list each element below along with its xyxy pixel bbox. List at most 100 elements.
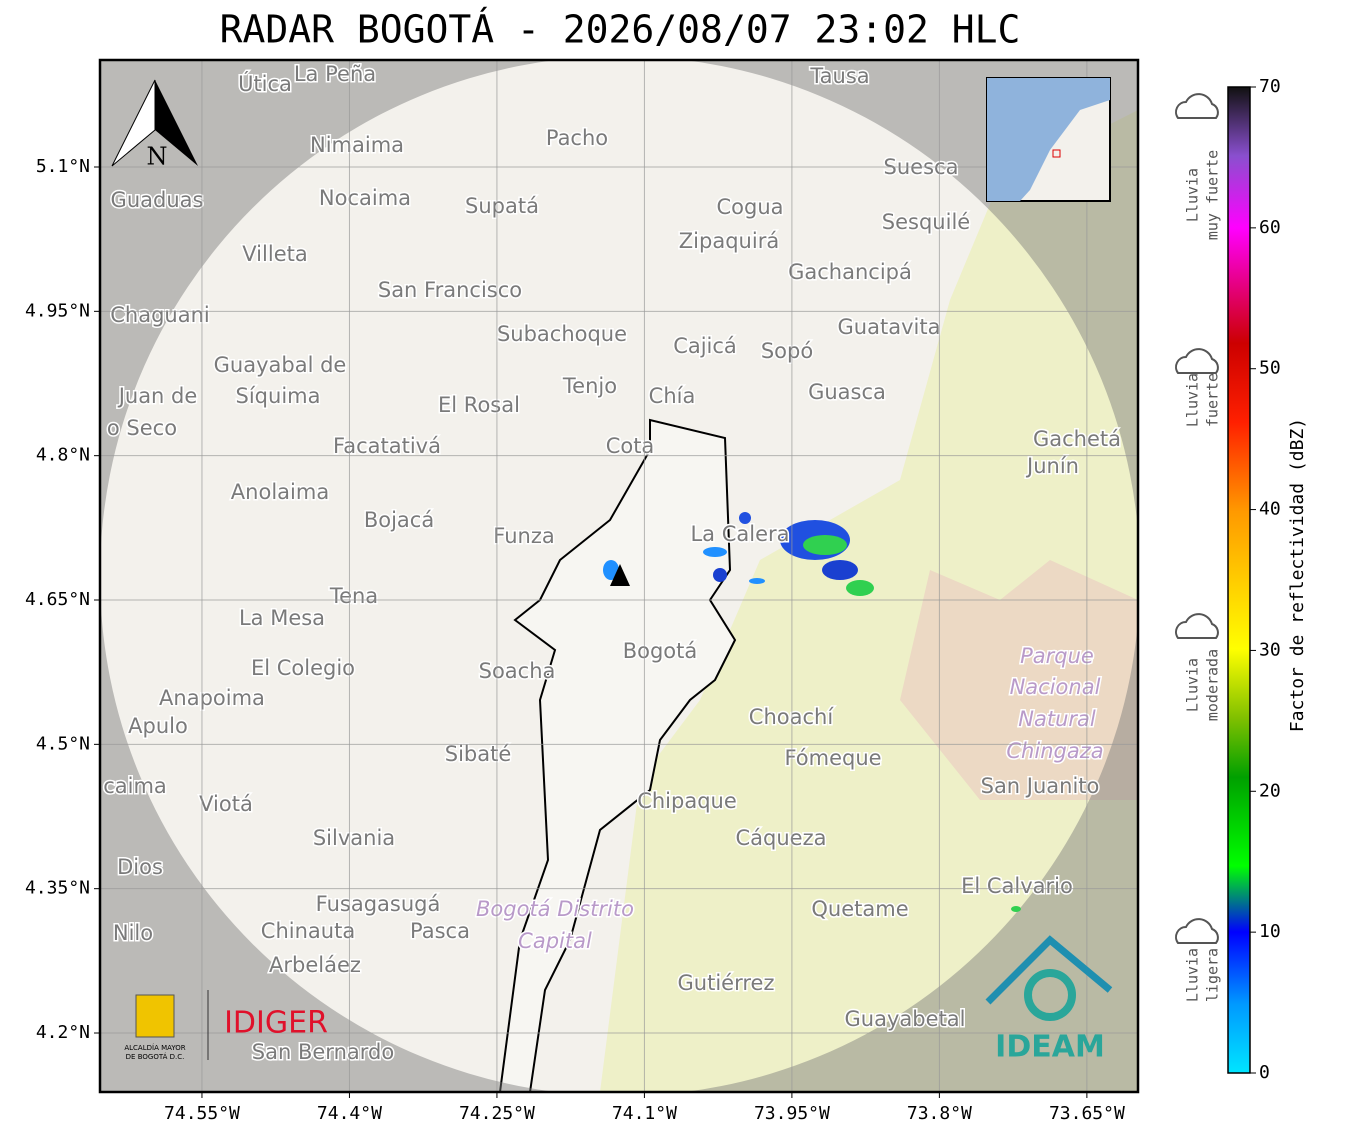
place-label: El Calvario	[961, 874, 1073, 898]
place-label: San Bernardo	[252, 1040, 394, 1064]
rain-level-label: Lluvia	[1184, 658, 1202, 712]
x-tick-label: 73.8°W	[907, 1103, 972, 1124]
place-label: Anapoima	[159, 686, 265, 710]
place-label: Capital	[518, 929, 592, 953]
place-label: La Peña	[294, 62, 376, 86]
place-label: Fómeque	[784, 746, 881, 770]
place-label: Chipaque	[637, 789, 737, 813]
echo	[803, 535, 847, 555]
place-label: Tausa	[809, 64, 869, 88]
y-tick-label: 4.65°N	[25, 589, 90, 610]
place-label: Cogua	[716, 195, 783, 219]
rain-level-label: Lluvia	[1184, 373, 1202, 427]
place-label: San Francisco	[378, 278, 522, 302]
x-tick-label: 74.4°W	[317, 1103, 382, 1124]
place-label: Supatá	[465, 194, 539, 218]
echo	[703, 547, 727, 557]
echo	[749, 578, 765, 584]
place-label: Sibaté	[445, 742, 512, 766]
place-label: Bojacá	[364, 508, 434, 532]
rain-level-label: ligera	[1204, 948, 1222, 1002]
place-label: Silvania	[313, 826, 395, 850]
x-tick-label: 73.95°W	[754, 1103, 830, 1124]
weather-icon	[1175, 348, 1219, 374]
place-label: Útica	[238, 71, 292, 96]
inset-sea	[987, 78, 1110, 201]
x-tick-label: 74.55°W	[164, 1103, 240, 1124]
bogota-shield	[135, 994, 175, 1038]
place-label: Dios	[117, 855, 163, 879]
place-label: Bogotá Distrito	[476, 897, 634, 921]
y-tick-label: 4.8°N	[36, 445, 90, 466]
rain-level-label: moderada	[1204, 649, 1222, 721]
place-label: Anolaima	[231, 480, 329, 504]
x-tick-label: 73.65°W	[1049, 1103, 1125, 1124]
place-label: Cajicá	[673, 334, 737, 358]
place-label: Sopó	[761, 339, 813, 363]
place-label: o Seco	[107, 416, 177, 440]
ideam-logo: IDEAM	[995, 1030, 1105, 1065]
colorbar-tick-label: 10	[1259, 921, 1281, 942]
map-frame	[98, 58, 1140, 1094]
place-label: Tenjo	[562, 374, 617, 398]
place-label: Chinauta	[261, 919, 355, 943]
place-label: Juan de	[117, 384, 198, 408]
map: Útica La Peña Tausa Pacho Nimaima Guaduas Noca…	[100, 60, 1138, 1092]
place-label: Guasca	[808, 380, 886, 404]
place-label: El Colegio	[251, 656, 355, 680]
place-label: Gachetá	[1033, 427, 1121, 451]
place-label: Funza	[493, 524, 554, 548]
y-tick-label: 4.35°N	[25, 878, 90, 899]
bogota-boundary	[498, 418, 737, 1092]
place-label: Viotá	[199, 792, 253, 816]
place-label: Chía	[649, 384, 696, 408]
colorbar	[1227, 86, 1251, 1074]
colorbar-tick-label: 0	[1259, 1062, 1270, 1083]
place-label: Nilo	[113, 921, 153, 945]
y-tick-label: 4.5°N	[36, 733, 90, 754]
place-label: Zipaquirá	[679, 229, 779, 253]
place-label: Cáqueza	[736, 826, 827, 850]
north-arrow	[155, 80, 198, 166]
place-label: Cota	[606, 434, 655, 458]
place-label: Nocaima	[319, 186, 411, 210]
place-label: Arbeláez	[269, 953, 361, 977]
x-tick-label: 74.1°W	[612, 1103, 677, 1124]
place-label: Chaguani	[110, 303, 210, 327]
colorbar-tick-label: 50	[1259, 358, 1281, 379]
x-tick-label: 74.25°W	[459, 1103, 535, 1124]
place-label: Guayabal de	[214, 353, 347, 377]
echo	[822, 560, 858, 580]
alcaldia-line: DE BOGOTÁ D.C.	[126, 1052, 185, 1061]
place-label: Pasca	[410, 919, 470, 943]
park-area	[900, 560, 1138, 800]
place-label: Bogotá	[623, 639, 698, 663]
place-labels: Útica La Peña Tausa Pacho Nimaima Guaduas Noca…	[102, 61, 1123, 1066]
place-label: La Mesa	[239, 606, 325, 630]
place-label: Gutiérrez	[678, 971, 775, 995]
echo	[713, 568, 727, 582]
north-label: N	[147, 143, 168, 171]
colorbar-tick-label: 30	[1259, 639, 1281, 660]
echo	[739, 512, 751, 524]
colorbar-tick-label: 20	[1259, 780, 1281, 801]
weather-icon	[1175, 613, 1219, 639]
y-tick-label: 4.95°N	[25, 300, 90, 321]
place-label: Facatativá	[333, 434, 441, 458]
colorbar-label: Factor de reflectividad (dBZ)	[1287, 418, 1308, 732]
radar-site	[610, 564, 630, 586]
place-label: Natural	[1018, 707, 1096, 731]
y-tick-label: 5.1°N	[36, 156, 90, 177]
place-label: Gachancipá	[788, 260, 912, 284]
place-label: Subachoque	[497, 322, 627, 346]
place-label: Apulo	[128, 714, 188, 738]
terrain	[600, 110, 1138, 1092]
inset-marker	[1052, 149, 1061, 158]
colorbar-tick-label: 70	[1259, 76, 1281, 97]
weather-icon	[1175, 93, 1219, 119]
echo	[1011, 906, 1021, 912]
place-label: Soacha	[479, 659, 556, 683]
place-label: Villeta	[242, 242, 307, 266]
y-tick-label: 4.2°N	[36, 1022, 90, 1043]
